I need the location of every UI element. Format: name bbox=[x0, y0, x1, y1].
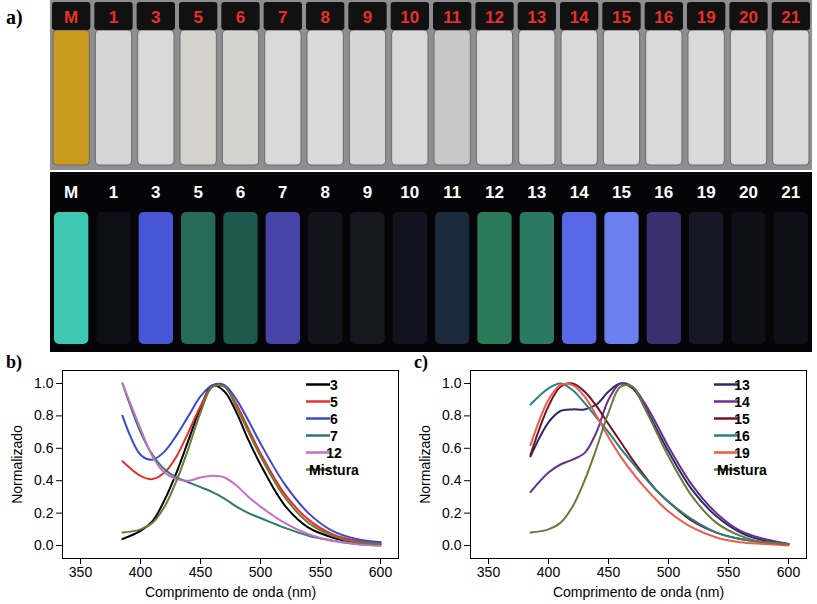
svg-text:550: 550 bbox=[717, 564, 741, 580]
svg-text:7: 7 bbox=[330, 428, 338, 444]
svg-text:7: 7 bbox=[278, 183, 287, 202]
svg-text:7: 7 bbox=[278, 8, 287, 27]
svg-text:0.4: 0.4 bbox=[442, 472, 462, 488]
svg-text:3: 3 bbox=[151, 8, 160, 27]
svg-text:5: 5 bbox=[330, 394, 338, 410]
svg-text:5: 5 bbox=[193, 8, 202, 27]
svg-text:12: 12 bbox=[485, 8, 504, 27]
svg-text:14: 14 bbox=[734, 394, 750, 410]
svg-text:Mistura: Mistura bbox=[309, 462, 359, 478]
svg-text:13: 13 bbox=[734, 377, 750, 393]
svg-text:0.2: 0.2 bbox=[34, 505, 54, 521]
svg-text:500: 500 bbox=[657, 564, 681, 580]
svg-text:600: 600 bbox=[777, 564, 801, 580]
svg-text:400: 400 bbox=[537, 564, 561, 580]
svg-text:1: 1 bbox=[109, 183, 118, 202]
svg-text:0.4: 0.4 bbox=[34, 472, 54, 488]
svg-text:11: 11 bbox=[443, 183, 461, 202]
svg-text:6: 6 bbox=[330, 411, 338, 427]
svg-text:1.0: 1.0 bbox=[442, 375, 462, 391]
svg-text:0.8: 0.8 bbox=[442, 407, 462, 423]
svg-text:8: 8 bbox=[320, 183, 329, 202]
svg-text:21: 21 bbox=[781, 8, 800, 27]
svg-text:Normalizado: Normalizado bbox=[9, 425, 25, 504]
svg-text:3: 3 bbox=[151, 183, 160, 202]
svg-text:12: 12 bbox=[326, 445, 342, 461]
svg-text:0.0: 0.0 bbox=[442, 537, 462, 553]
svg-text:3: 3 bbox=[330, 377, 338, 393]
svg-text:16: 16 bbox=[654, 183, 673, 202]
svg-text:6: 6 bbox=[236, 8, 245, 27]
svg-text:10: 10 bbox=[400, 183, 419, 202]
svg-text:13: 13 bbox=[527, 183, 546, 202]
svg-text:11: 11 bbox=[443, 8, 461, 27]
svg-text:600: 600 bbox=[369, 564, 393, 580]
svg-text:20: 20 bbox=[739, 8, 758, 27]
svg-text:9: 9 bbox=[363, 8, 372, 27]
svg-text:350: 350 bbox=[69, 564, 93, 580]
svg-text:Comprimento de onda (nm): Comprimento de onda (nm) bbox=[145, 584, 316, 600]
svg-text:19: 19 bbox=[697, 183, 716, 202]
svg-text:0.6: 0.6 bbox=[442, 440, 462, 456]
svg-text:16: 16 bbox=[654, 8, 673, 27]
svg-text:9: 9 bbox=[363, 183, 372, 202]
svg-text:19: 19 bbox=[734, 445, 750, 461]
svg-text:12: 12 bbox=[485, 183, 504, 202]
svg-text:500: 500 bbox=[249, 564, 273, 580]
svg-text:1.0: 1.0 bbox=[34, 375, 54, 391]
svg-text:Comprimento de onda (nm): Comprimento de onda (nm) bbox=[553, 584, 724, 600]
html-text:c): c) bbox=[414, 352, 428, 372]
svg-text:19: 19 bbox=[697, 8, 716, 27]
svg-text:350: 350 bbox=[477, 564, 501, 580]
svg-text:0.2: 0.2 bbox=[442, 505, 462, 521]
svg-text:15: 15 bbox=[734, 411, 750, 427]
svg-text:450: 450 bbox=[189, 564, 213, 580]
svg-text:14: 14 bbox=[570, 8, 589, 27]
svg-text:0.6: 0.6 bbox=[34, 440, 54, 456]
svg-text:Mistura: Mistura bbox=[717, 462, 767, 478]
svg-text:M: M bbox=[64, 183, 78, 202]
svg-text:13: 13 bbox=[527, 8, 546, 27]
svg-text:5: 5 bbox=[193, 183, 202, 202]
svg-text:15: 15 bbox=[612, 8, 631, 27]
svg-text:400: 400 bbox=[129, 564, 153, 580]
svg-text:1: 1 bbox=[109, 8, 118, 27]
svg-text:21: 21 bbox=[781, 183, 800, 202]
svg-text:0.8: 0.8 bbox=[34, 407, 54, 423]
svg-text:550: 550 bbox=[309, 564, 333, 580]
svg-text:450: 450 bbox=[597, 564, 621, 580]
svg-text:14: 14 bbox=[570, 183, 589, 202]
svg-text:10: 10 bbox=[400, 8, 419, 27]
svg-text:8: 8 bbox=[320, 8, 329, 27]
svg-text:15: 15 bbox=[612, 183, 631, 202]
svg-text:6: 6 bbox=[236, 183, 245, 202]
svg-text:M: M bbox=[64, 8, 78, 27]
svg-text:16: 16 bbox=[734, 428, 750, 444]
svg-text:20: 20 bbox=[739, 183, 758, 202]
svg-text:0.0: 0.0 bbox=[34, 537, 54, 553]
svg-text:a): a) bbox=[6, 6, 23, 29]
svg-text:Normalizado: Normalizado bbox=[417, 425, 433, 504]
html-text:b): b) bbox=[6, 352, 22, 372]
